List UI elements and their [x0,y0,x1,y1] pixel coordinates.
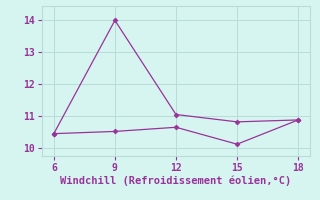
X-axis label: Windchill (Refroidissement éolien,°C): Windchill (Refroidissement éolien,°C) [60,176,292,186]
